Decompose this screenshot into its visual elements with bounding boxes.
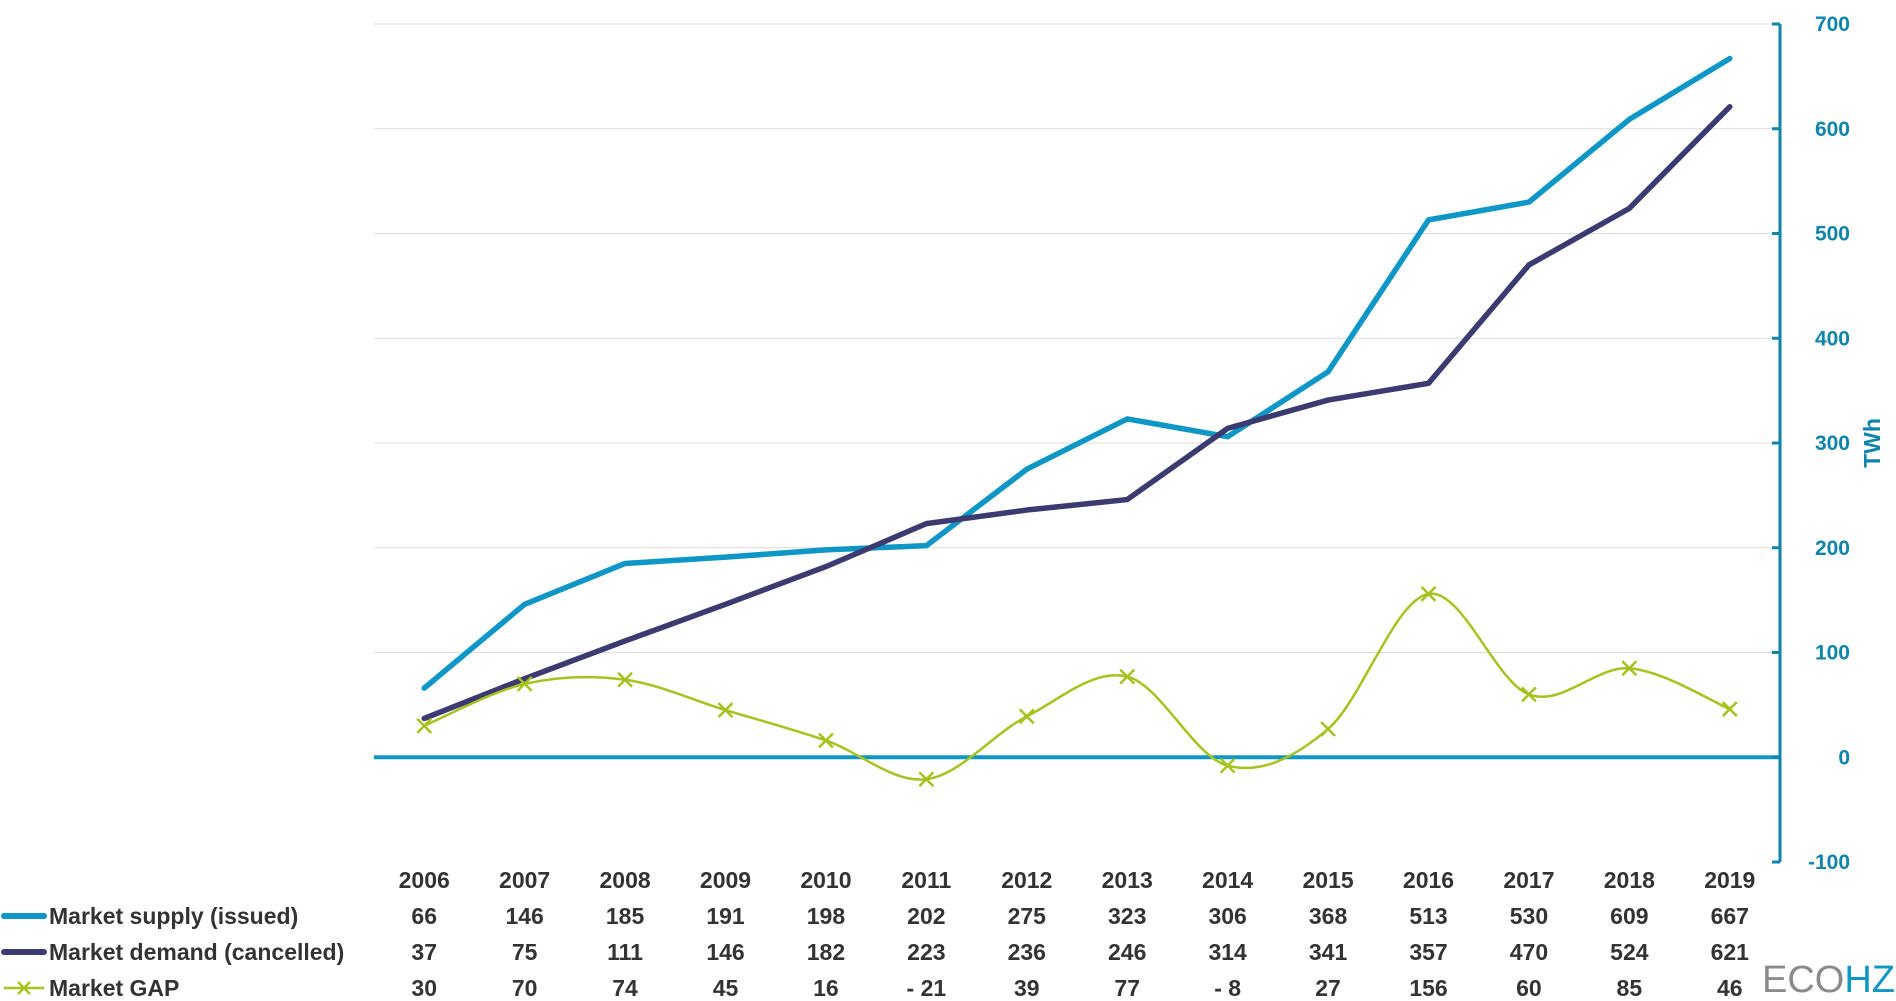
data-point-marker: [1621, 660, 1638, 677]
table-cell: 77: [1114, 975, 1140, 1001]
table-cell: 191: [706, 903, 745, 929]
table-cell: 341: [1309, 939, 1348, 965]
series-line-market-demand: [421, 104, 1733, 722]
table-cell: 146: [505, 903, 543, 929]
y-tick-label: 400: [1815, 327, 1850, 350]
y-axis: -100 0 100 200 300 400 500 600 700: [1772, 13, 1850, 874]
table-cell: 39: [1014, 975, 1040, 1001]
table-cell: 66: [411, 903, 437, 929]
data-point-marker: [717, 702, 734, 718]
x-category-label: 2009: [700, 867, 751, 893]
table-cell: 530: [1510, 903, 1548, 929]
x-category-label: 2019: [1704, 867, 1755, 893]
table-cell: 306: [1208, 903, 1246, 929]
series-line-market-supply: [421, 55, 1733, 691]
y-tick-label: 0: [1838, 746, 1850, 769]
table-cell: 156: [1409, 975, 1447, 1001]
table-cell: 513: [1409, 903, 1447, 929]
data-point-marker: [1521, 686, 1537, 703]
data-point-marker: [818, 732, 834, 749]
legend-label: Market GAP: [49, 975, 179, 1001]
y-tick-label: 600: [1815, 118, 1850, 141]
table-cell: 185: [606, 903, 645, 929]
data-point-marker: [416, 717, 433, 734]
table-cell: 470: [1510, 939, 1548, 965]
table-cell: 223: [907, 939, 945, 965]
table-cell: 609: [1610, 903, 1648, 929]
legend-label: Market supply (issued): [49, 903, 298, 929]
x-category-label: 2018: [1604, 867, 1655, 893]
data-point-marker: [1119, 668, 1136, 685]
table-cell: 70: [512, 975, 538, 1001]
table-cell: 323: [1108, 903, 1146, 929]
table-cell: 368: [1309, 903, 1348, 929]
table-cell: 198: [807, 903, 846, 929]
y-tick-label: 700: [1815, 13, 1850, 36]
x-category-label: 2016: [1403, 867, 1454, 893]
legend: Market supply (issued) Market demand (can…: [1, 903, 344, 1001]
table-cell: 30: [411, 975, 437, 1001]
y-tick-label: 500: [1815, 223, 1850, 246]
table-cell: 357: [1409, 939, 1447, 965]
table-cell: 146: [706, 939, 744, 965]
data-point-marker: [1721, 701, 1738, 717]
x-category-label: 2008: [599, 867, 650, 893]
series-lines: [416, 55, 1738, 788]
table-cell: 202: [907, 903, 945, 929]
table-cell: 16: [813, 975, 839, 1001]
x-category-label: 2010: [800, 867, 851, 893]
data-point-marker: [516, 676, 533, 692]
table-cell: 236: [1008, 939, 1046, 965]
x-category-label: 2017: [1503, 867, 1554, 893]
data-point-marker: [617, 671, 633, 688]
grid-lines: [374, 23, 1780, 653]
data-point-marker: [1420, 585, 1437, 602]
y-tick-label: -100: [1808, 851, 1850, 874]
y-tick-label: 200: [1815, 537, 1850, 560]
table-cell: 46: [1717, 975, 1743, 1001]
y-tick-label: 100: [1815, 642, 1850, 665]
table-cell: 60: [1516, 975, 1542, 1001]
x-category-label: 2011: [901, 867, 951, 893]
table-cell: 246: [1108, 939, 1146, 965]
table-cell: 275: [1008, 903, 1047, 929]
ecohz-logo: ECOHZ: [1762, 959, 1895, 1001]
x-category-label: 2013: [1102, 867, 1153, 893]
y-axis-label: TWh: [1859, 418, 1885, 468]
table-cell: 45: [713, 975, 739, 1001]
x-category-label: 2007: [499, 867, 550, 893]
table-cell: 524: [1610, 939, 1649, 965]
data-point-marker: [1219, 757, 1236, 774]
table-cell: 314: [1208, 939, 1247, 965]
legend-label: Market demand (cancelled): [49, 939, 344, 965]
data-point-marker: [1018, 708, 1035, 725]
x-category-label: 2012: [1001, 867, 1052, 893]
table-cell: 182: [807, 939, 845, 965]
table-cell: - 8: [1214, 975, 1241, 1001]
legend-marker-x: [17, 981, 31, 995]
table-cell: - 21: [907, 975, 947, 1001]
table-cell: 85: [1617, 975, 1643, 1001]
table-cell: 27: [1315, 975, 1341, 1001]
table-cell: 74: [612, 975, 638, 1001]
table-cell: 37: [411, 939, 437, 965]
table-cell: 75: [512, 939, 538, 965]
table-cell: 667: [1711, 903, 1749, 929]
table-cell: 111: [607, 939, 643, 965]
logo-hz: HZ: [1844, 959, 1895, 1001]
data-table: 2006 2007 2008 2009 2010 2011 2012 2013 2014 2015…: [399, 867, 1756, 1001]
data-point-marker: [918, 771, 935, 788]
series-line-market-gap: [423, 592, 1731, 781]
logo-eco: ECO: [1762, 959, 1844, 1001]
x-category-label: 2015: [1302, 867, 1353, 893]
x-category-label: 2006: [399, 867, 450, 893]
y-tick-label: 300: [1815, 432, 1850, 455]
data-point-marker: [1320, 721, 1336, 737]
x-category-label: 2014: [1202, 867, 1253, 893]
table-cell: 621: [1711, 939, 1750, 965]
